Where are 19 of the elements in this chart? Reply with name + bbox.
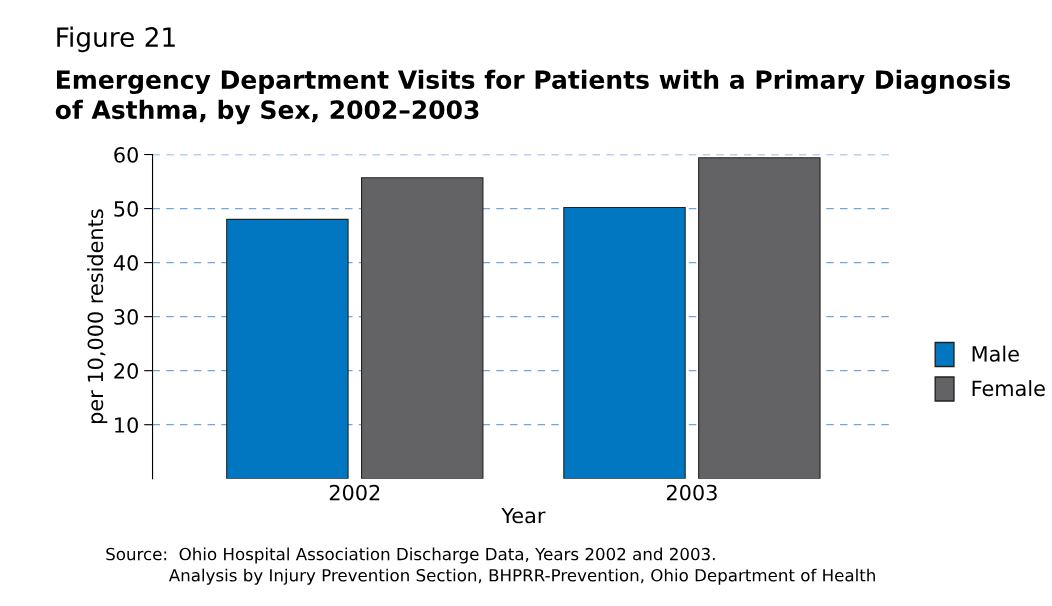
- source-note: Source: Ohio Hospital Association Discharge Data, Years 2002 and 2003. Analysis by Injury Prevention Section, BHPRR-Prevention, Ohio Department of Health: [106, 547, 875, 585]
- bar: [360, 177, 484, 479]
- bar: [563, 206, 686, 479]
- y-tick-label: 50: [114, 201, 138, 217]
- y-tick-label: 20: [114, 363, 138, 379]
- bar: [698, 157, 821, 479]
- bar: [226, 218, 349, 479]
- x-tick-label: 2002: [329, 484, 380, 501]
- legend-label: Male: [972, 345, 1019, 362]
- x-tick-label: 2003: [666, 484, 717, 501]
- y-tick-label: 10: [115, 417, 138, 433]
- y-axis-title: per 10,000 residents: [87, 209, 108, 424]
- y-tick-label: 60: [114, 146, 138, 163]
- legend-label: Female: [972, 380, 1045, 397]
- chart-title: Figure 21: [57, 26, 175, 53]
- y-tick-label: 30: [114, 309, 138, 325]
- y-tick-label: 40: [113, 255, 138, 271]
- chart-subtitle: Emergency Department Visits for Patients with a Primary Diagnosis of Asthma, by Sex, 2002–2003: [55, 69, 1011, 125]
- x-axis-title: Year: [501, 507, 546, 524]
